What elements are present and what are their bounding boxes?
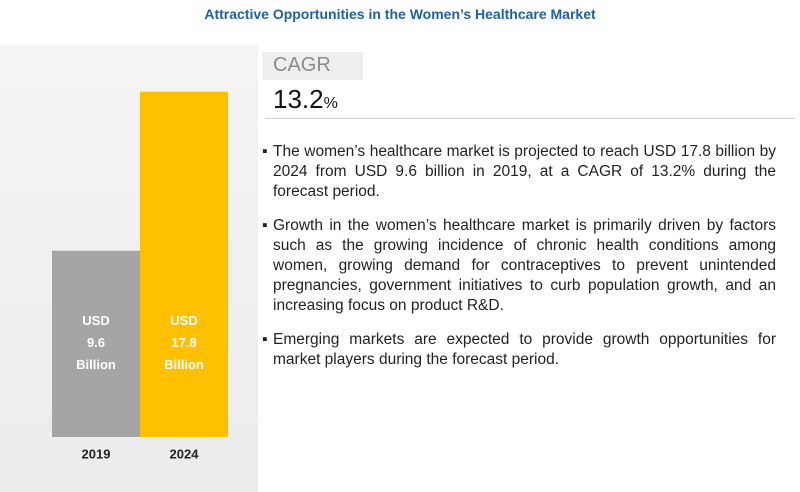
bullet: Growth in the women’s healthcare market … [262,216,776,316]
divider [265,118,795,119]
bullet: Emerging markets are expected to provide… [262,330,776,370]
cagr-unit: % [323,95,338,112]
cagr-label: CAGR [273,54,331,76]
bullet: The women’s healthcare market is project… [262,142,776,202]
cagr-box [263,52,363,80]
value-label: USD 9.6 Billion [76,313,116,372]
value-label: USD 17.8 Billion [164,313,204,372]
x-tick-label: 2019 [82,446,111,461]
chart: USD 9.6 Billion 2019 USD 17.8 Billion 2024 [52,91,228,461]
title: Attractive Opportunities in the Women’s … [204,6,596,22]
bar [52,250,140,437]
cagr-number: 13.2 [273,84,324,114]
x-tick-label: 2024 [170,446,200,461]
cagr-value: 13.2% [273,84,338,115]
bar [140,91,228,438]
bullet-list: The women’s healthcare market is project… [262,142,776,384]
